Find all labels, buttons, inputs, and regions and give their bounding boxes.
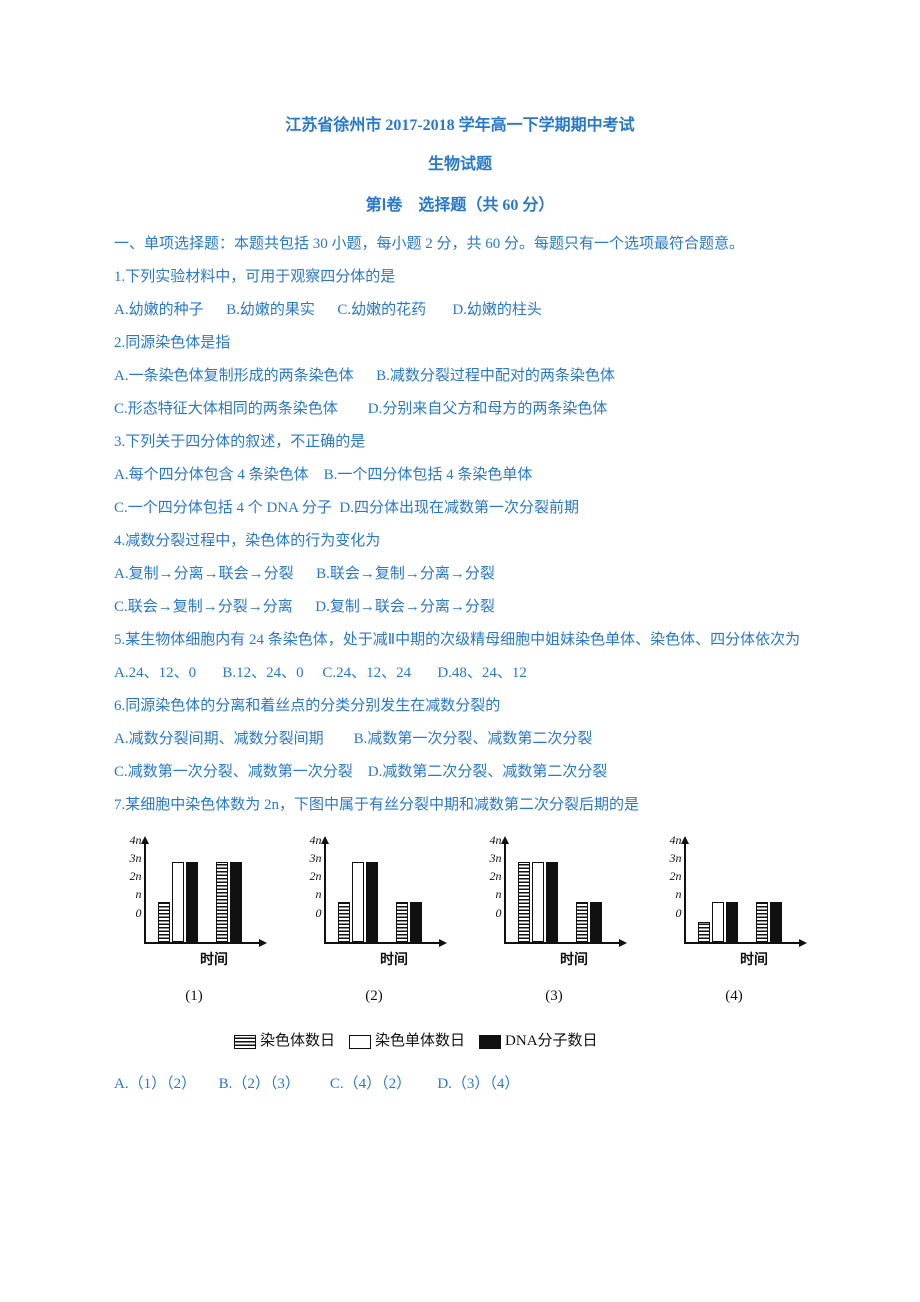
bar — [410, 902, 422, 942]
question: 3.下列关于四分体的叙述，不正确的是 — [114, 426, 806, 459]
chart-panel: 4n3n2nn0 时间 (1) — [114, 834, 274, 1014]
chart-number: (1) — [185, 980, 203, 1013]
bar-group — [216, 862, 242, 942]
chart-legend: 染色体数日 染色单体数日 DNA分子数日 — [234, 1025, 806, 1058]
bar — [352, 862, 364, 942]
plot-area — [684, 844, 799, 944]
legend-swatch — [234, 1035, 256, 1049]
plot-area — [504, 844, 619, 944]
question-options: A.减数分裂间期、减数分裂间期 B.减数第一次分裂、减数第二次分裂 — [114, 723, 806, 756]
bar-group — [338, 862, 378, 942]
bar — [576, 902, 588, 942]
legend-swatch — [349, 1035, 371, 1049]
question-options: A.幼嫩的种子 B.幼嫩的果实 C.幼嫩的花药 D.幼嫩的柱头 — [114, 294, 806, 327]
y-axis-ticks: 4n3n2nn0 — [130, 834, 142, 919]
legend-item: DNA分子数日 — [479, 1025, 598, 1058]
chart-panel: 4n3n2nn0 时间 (4) — [654, 834, 814, 1014]
exam-subtitle: 生物试题 — [114, 147, 806, 182]
legend-item: 染色体数日 — [234, 1025, 335, 1058]
bar — [216, 862, 228, 942]
legend-label: DNA分子数日 — [505, 1025, 598, 1058]
x-axis-label: 时间 — [560, 946, 588, 977]
question-options: C.形态特征大体相同的两条染色体 D.分别来自父方和母方的两条染色体 — [114, 393, 806, 426]
y-axis-ticks: 4n3n2nn0 — [310, 834, 322, 919]
question: 6.同源染色体的分离和着丝点的分类分别发生在减数分裂的 — [114, 690, 806, 723]
question: 7.某细胞中染色体数为 2n，下图中属于有丝分裂中期和减数第二次分裂后期的是 — [114, 789, 806, 822]
bar — [770, 902, 782, 942]
bar — [186, 862, 198, 942]
instruction-text: 一、单项选择题：本题共包括 30 小题，每小题 2 分，共 60 分。每题只有一… — [114, 228, 806, 261]
bar — [366, 862, 378, 942]
question-options: A.复制→分离→联会→分裂 B.联会→复制→分离→分裂 — [114, 558, 806, 591]
bar — [172, 862, 184, 942]
questions-container: 1.下列实验材料中，可用于观察四分体的是A.幼嫩的种子 B.幼嫩的果实 C.幼嫩… — [114, 261, 806, 822]
bar — [698, 922, 710, 942]
question-options: A.一条染色体复制形成的两条染色体 B.减数分裂过程中配对的两条染色体 — [114, 360, 806, 393]
x-axis-label: 时间 — [740, 946, 768, 977]
legend-label: 染色单体数日 — [375, 1025, 465, 1058]
bar — [756, 902, 768, 942]
bar — [338, 902, 350, 942]
question: 2.同源染色体是指 — [114, 327, 806, 360]
bar — [712, 902, 724, 942]
question-options: C.联会→复制→分裂→分离 D.复制→联会→分离→分裂 — [114, 591, 806, 624]
chart-panel: 4n3n2nn0 时间 (2) — [294, 834, 454, 1014]
bar — [726, 902, 738, 942]
question: 4.减数分裂过程中，染色体的行为变化为 — [114, 525, 806, 558]
legend-swatch — [479, 1035, 501, 1049]
x-axis-label: 时间 — [200, 946, 228, 977]
bar — [158, 902, 170, 942]
bar — [396, 902, 408, 942]
chart-number: (4) — [725, 980, 743, 1013]
exam-title: 江苏省徐州市 2017-2018 学年高一下学期期中考试 — [114, 108, 806, 143]
section-header: 第Ⅰ卷 选择题（共 60 分） — [114, 188, 806, 223]
question-options: C.减数第一次分裂、减数第一次分裂 D.减数第二次分裂、减数第二次分裂 — [114, 756, 806, 789]
q7-options: A.（1）（2） B.（2）（3） C.（4）（2） D.（3）（4） — [114, 1068, 806, 1101]
bar-group — [396, 902, 422, 942]
bar-group — [576, 902, 602, 942]
question: 1.下列实验材料中，可用于观察四分体的是 — [114, 261, 806, 294]
bar — [590, 902, 602, 942]
bar — [546, 862, 558, 942]
plot-area — [144, 844, 259, 944]
chart-number: (2) — [365, 980, 383, 1013]
chart-number: (3) — [545, 980, 563, 1013]
bar — [532, 862, 544, 942]
bar — [230, 862, 242, 942]
chart-panel: 4n3n2nn0 时间 (3) — [474, 834, 634, 1014]
bar-group — [698, 902, 738, 942]
x-axis-label: 时间 — [380, 946, 408, 977]
question-options: C.一个四分体包括 4 个 DNA 分子 D.四分体出现在减数第一次分裂前期 — [114, 492, 806, 525]
bar-group — [756, 902, 782, 942]
y-axis-ticks: 4n3n2nn0 — [490, 834, 502, 919]
question: 5.某生物体细胞内有 24 条染色体，处于减Ⅱ中期的次级精母细胞中姐妹染色单体、… — [114, 624, 806, 657]
question-options: A.每个四分体包含 4 条染色体 B.一个四分体包括 4 条染色单体 — [114, 459, 806, 492]
question-options: A.24、12、0 B.12、24、0 C.24、12、24 D.48、24、1… — [114, 657, 806, 690]
q7-charts: 4n3n2nn0时间(1)4n3n2nn0时间(2)4n3n2nn0时间(3)4… — [114, 834, 814, 1014]
legend-label: 染色体数日 — [260, 1025, 335, 1058]
bar — [518, 862, 530, 942]
plot-area — [324, 844, 439, 944]
bar-group — [518, 862, 558, 942]
legend-item: 染色单体数日 — [349, 1025, 465, 1058]
bar-group — [158, 862, 198, 942]
y-axis-ticks: 4n3n2nn0 — [670, 834, 682, 919]
